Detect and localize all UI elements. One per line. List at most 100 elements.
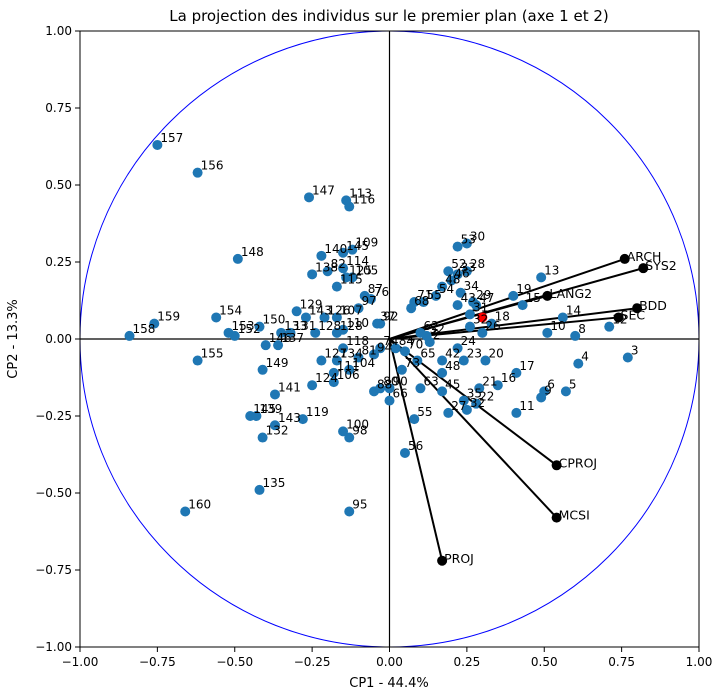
variable-arrow [389, 257, 626, 340]
individual-point [409, 414, 420, 425]
individual-label: 33 [461, 260, 476, 274]
individual-label: 97 [362, 294, 377, 308]
individual-label: 145 [253, 402, 276, 416]
individual-label: 43 [461, 291, 476, 305]
individual-label: 48 [445, 359, 460, 373]
individual-label: 42 [445, 347, 460, 361]
individual-point [331, 281, 342, 292]
individual-point [455, 287, 466, 298]
variable-arrow-head [551, 512, 562, 523]
individual-point [418, 297, 429, 308]
individual-label: 146 [269, 331, 292, 345]
individual-point [149, 318, 160, 329]
individual-label: 20 [488, 347, 503, 361]
individual-point [557, 312, 568, 323]
individual-point [307, 269, 318, 280]
individual-label: 9 [544, 384, 552, 398]
individual-label: 82 [331, 257, 346, 271]
individual-point [365, 293, 376, 304]
individual-label: 35 [467, 387, 482, 401]
variable-label: SYS2 [645, 258, 676, 273]
individual-label: 17 [519, 359, 534, 373]
individual-label: 137 [281, 331, 304, 345]
individual-label: 84 [399, 334, 414, 348]
individual-point [344, 364, 355, 375]
individual-label: 28 [470, 257, 485, 271]
individual-label: 90 [393, 374, 408, 388]
individual-label: 55 [427, 288, 442, 302]
individual-point [353, 303, 364, 314]
x-ticks: −1.00 −0.75 −0.50 −0.25 0.00 0.25 0.50 0.75 1.00 [62, 647, 712, 669]
individual-label: 116 [352, 193, 375, 207]
variable-arrow-head [613, 312, 624, 323]
individual-point [458, 395, 469, 406]
individual-label: 23 [467, 347, 482, 361]
individual-point [304, 192, 315, 203]
individual-label: 52 [451, 257, 466, 271]
individual-point [536, 272, 547, 283]
individual-label: 154 [219, 303, 242, 317]
individual-point [477, 327, 488, 338]
variable-arrow-head [437, 555, 448, 566]
individual-label: 45 [445, 377, 460, 391]
y-tick-label: −1.00 [35, 640, 72, 654]
individual-label: 66 [393, 387, 408, 401]
individual-point [372, 318, 383, 329]
individual-label: 95 [352, 497, 367, 511]
individual-label: 6 [547, 377, 555, 391]
individual-label: 133 [284, 319, 307, 333]
individual-label: 4 [581, 350, 589, 364]
individual-point [511, 407, 522, 418]
variable-arrow-head [619, 253, 630, 264]
individual-label: 80 [383, 374, 398, 388]
individual-label: 63 [423, 374, 438, 388]
individual-label: 125 [349, 263, 372, 277]
individual-point [276, 327, 287, 338]
individual-label: 134 [340, 347, 363, 361]
individual-label: 56 [408, 439, 423, 453]
individual-label: 26 [485, 319, 500, 333]
individual-label: 16 [501, 371, 516, 385]
individual-point [285, 327, 296, 338]
individual-point [480, 355, 491, 366]
individual-label: 156 [201, 159, 224, 173]
individual-point [257, 432, 268, 443]
individual-label: 73 [405, 356, 420, 370]
y-tick-label: −0.25 [35, 409, 72, 423]
variable-arrow-head [551, 460, 562, 471]
individual-point [344, 432, 355, 443]
y-axis-label: CP2 - 13.3% [6, 299, 21, 378]
individual-label: 149 [266, 356, 289, 370]
individual-point [437, 367, 448, 378]
individual-label: 145 [346, 239, 369, 253]
individuals-layer [124, 139, 633, 517]
individual-point [511, 367, 522, 378]
individual-point [338, 247, 349, 258]
individual-label: 8 [578, 322, 586, 336]
individual-label: 19 [516, 282, 531, 296]
individual-point [443, 266, 454, 277]
individual-label: 126 [328, 303, 351, 317]
variable-arrow [388, 338, 558, 519]
individual-point [622, 352, 633, 363]
individual-point [347, 272, 358, 283]
individual-point [254, 484, 265, 495]
individual-label: 138 [315, 260, 338, 274]
individual-point [328, 377, 339, 388]
individual-point [446, 275, 457, 286]
individual-label: 157 [160, 131, 183, 145]
x-tick-label: 0.50 [531, 655, 558, 669]
individual-point [461, 238, 472, 249]
individual-label: 119 [306, 405, 329, 419]
individual-point [338, 426, 349, 437]
variable-arrow-head [542, 290, 553, 301]
individual-point [331, 312, 342, 323]
individual-label: 30 [470, 230, 485, 244]
individual-label: 3 [631, 343, 639, 357]
individual-point [542, 327, 553, 338]
individual-label: 98 [352, 424, 367, 438]
individual-label: 48 [445, 273, 460, 287]
variable-arrow [388, 338, 444, 561]
individual-label: 100 [346, 417, 369, 431]
